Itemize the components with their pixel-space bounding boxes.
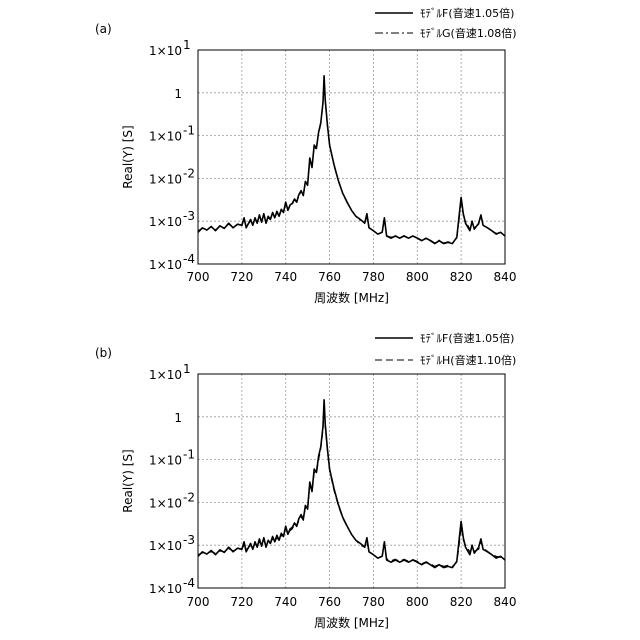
legend-label-2: ﾓﾃﾞﾙH(音速1.10倍) <box>420 353 516 367</box>
x-tick-label: 780 <box>362 270 385 284</box>
y-tick-label: 1×10 <box>149 215 182 229</box>
chart-panel-2: (b)7007207407607808008208401×10111×10-11… <box>95 331 516 630</box>
x-tick-label: 760 <box>318 270 341 284</box>
y-tick-exponent: -4 <box>183 576 195 590</box>
x-axis-title: 周波数 [MHz] <box>314 290 389 305</box>
y-tick-exponent: 1 <box>183 362 191 376</box>
y-tick-label: 1×10 <box>149 368 182 382</box>
legend-label-1: ﾓﾃﾞﾙF(音速1.05倍) <box>420 331 514 345</box>
y-tick-exponent: -3 <box>183 209 195 223</box>
plot-area <box>198 374 505 588</box>
y-tick-label: 1 <box>174 411 182 425</box>
x-tick-label: 720 <box>230 595 253 609</box>
y-tick-label: 1×10 <box>149 172 182 186</box>
x-tick-label: 720 <box>230 270 253 284</box>
chart-panel-1: (a)7007207407607808008208401×10111×10-11… <box>95 6 517 305</box>
panel-label: (a) <box>95 22 112 36</box>
legend-label-2: ﾓﾃﾞﾙG(音速1.08倍) <box>420 26 517 40</box>
y-tick-exponent: 1 <box>183 38 191 52</box>
y-tick-label: 1×10 <box>149 582 182 596</box>
y-tick-exponent: -2 <box>183 490 195 504</box>
x-tick-label: 700 <box>187 270 210 284</box>
y-tick-exponent: -1 <box>183 448 195 462</box>
x-tick-label: 820 <box>450 270 473 284</box>
x-tick-label: 800 <box>406 270 429 284</box>
y-tick-label: 1×10 <box>149 454 182 468</box>
y-axis-title: Real(Y) [S] <box>121 125 135 188</box>
y-tick-label: 1×10 <box>149 539 182 553</box>
y-tick-exponent: -3 <box>183 533 195 547</box>
y-tick-label: 1 <box>174 87 182 101</box>
x-tick-label: 700 <box>187 595 210 609</box>
y-tick-label: 1×10 <box>149 44 182 58</box>
x-tick-label: 840 <box>494 270 517 284</box>
x-tick-label: 800 <box>406 595 429 609</box>
x-tick-label: 740 <box>274 595 297 609</box>
x-tick-label: 840 <box>494 595 517 609</box>
y-axis-title: Real(Y) [S] <box>121 449 135 512</box>
x-axis-title: 周波数 [MHz] <box>314 615 389 630</box>
legend-label-1: ﾓﾃﾞﾙF(音速1.05倍) <box>420 6 514 20</box>
panel-label: (b) <box>95 346 112 360</box>
plot-area <box>198 50 505 264</box>
x-tick-label: 740 <box>274 270 297 284</box>
x-tick-label: 780 <box>362 595 385 609</box>
y-tick-exponent: -1 <box>183 124 195 138</box>
y-tick-label: 1×10 <box>149 130 182 144</box>
y-tick-exponent: -2 <box>183 166 195 180</box>
y-tick-exponent: -4 <box>183 252 195 266</box>
x-tick-label: 820 <box>450 595 473 609</box>
y-tick-label: 1×10 <box>149 496 182 510</box>
x-tick-label: 760 <box>318 595 341 609</box>
y-tick-label: 1×10 <box>149 258 182 272</box>
